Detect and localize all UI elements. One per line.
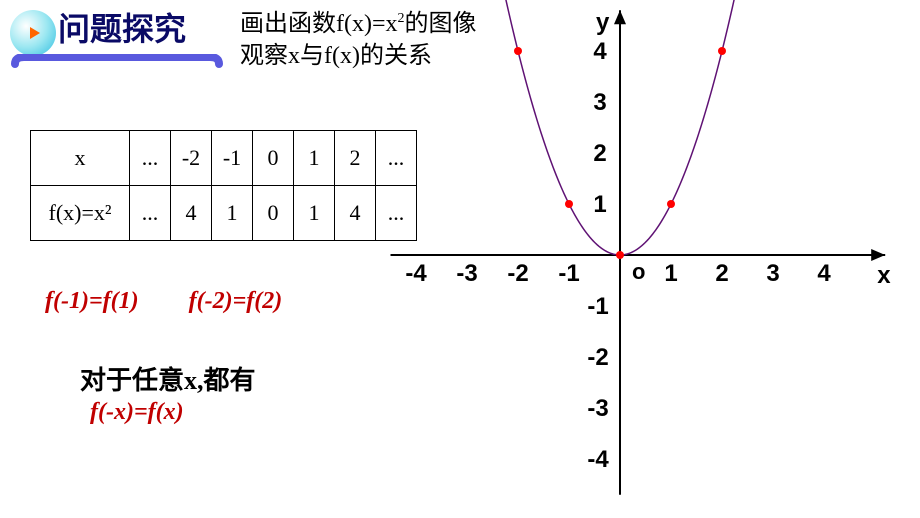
subtitle-line1-pre: 画出函数f(x)=x [240, 11, 398, 37]
conclusion-x: x, [184, 366, 204, 395]
conclusion: 对于任意x,都有 f(-x)=f(x) [80, 360, 256, 426]
svg-text:-1: -1 [558, 260, 579, 287]
equations: f(-1)=f(1) f(-2)=f(2) [45, 288, 326, 315]
header-underline [10, 54, 225, 70]
table-row: f(x)=x² ... 4 1 0 1 4 ... [31, 186, 417, 241]
equation-1: f(-1)=f(1) [45, 288, 139, 314]
svg-text:-2: -2 [587, 344, 608, 371]
row-head: x [31, 131, 130, 186]
header-title: 问题探究 [58, 4, 186, 50]
svg-text:-1: -1 [587, 293, 608, 320]
value-table: x ... -2 -1 0 1 2 ... f(x)=x² ... 4 1 0 … [30, 130, 417, 241]
svg-text:2: 2 [715, 260, 728, 287]
svg-text:3: 3 [766, 260, 779, 287]
svg-text:y: y [596, 9, 610, 36]
svg-text:o: o [632, 259, 645, 284]
svg-text:-4: -4 [405, 260, 427, 287]
svg-text:3: 3 [593, 89, 606, 116]
svg-text:x: x [877, 262, 891, 289]
row-head: f(x)=x² [31, 186, 130, 241]
svg-text:2: 2 [593, 140, 606, 167]
svg-text:-4: -4 [587, 446, 609, 473]
svg-text:1: 1 [664, 260, 677, 287]
svg-text:-2: -2 [507, 260, 528, 287]
svg-text:-3: -3 [456, 260, 477, 287]
svg-text:-3: -3 [587, 395, 608, 422]
table-row: x ... -2 -1 0 1 2 ... [31, 131, 417, 186]
arrow-icon [10, 10, 56, 56]
header: 问题探究 [10, 10, 230, 60]
conclusion-post: 都有 [204, 365, 256, 395]
conclusion-pre: 对于任意 [80, 365, 184, 395]
svg-text:4: 4 [817, 260, 831, 287]
svg-text:1: 1 [593, 191, 606, 218]
svg-text:4: 4 [593, 38, 607, 65]
conclusion-equation: f(-x)=f(x) [90, 399, 256, 426]
parabola-chart: -4 -3 -2 -1 1 2 3 4 -4 -3 -2 -1 1 2 3 4 o x y [390, 0, 910, 510]
equation-2: f(-2)=f(2) [189, 288, 283, 314]
